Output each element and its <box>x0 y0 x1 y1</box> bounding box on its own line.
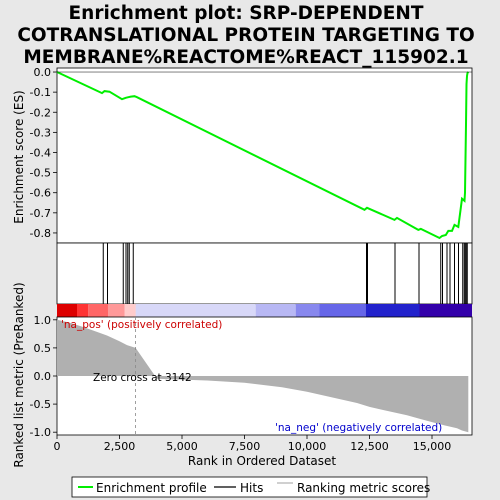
es-tick-label: -0.2 <box>30 106 51 119</box>
chart-title: Enrichment plot: SRP-DEPENDENT COTRANSLA… <box>17 3 474 68</box>
x-tick-label: 15,000 <box>413 440 452 453</box>
es-panel <box>56 67 473 244</box>
metric-tick-label: 0.0 <box>34 370 52 383</box>
es-tick-label: -0.5 <box>30 167 51 180</box>
heat-band-segment <box>57 304 77 317</box>
metric-tick-label: 1.0 <box>34 314 52 327</box>
x-tick-label: 0 <box>54 440 61 453</box>
title-line-2: COTRANSLATIONAL PROTEIN TARGETING TO <box>17 25 474 46</box>
metric-tick-label: 0.5 <box>34 342 52 355</box>
es-tick-label: -0.8 <box>30 227 51 240</box>
es-tick-label: -0.1 <box>30 86 51 99</box>
heat-band-segment <box>319 304 366 317</box>
metric-axis-label: Ranked list metric (PreRanked) <box>12 282 26 467</box>
x-axis-ticks: 0 2,500 5,000 7,500 10,000 12,500 15,000 <box>54 435 452 453</box>
x-tick-label: 10,000 <box>288 440 327 453</box>
heat-band-segment <box>124 304 136 317</box>
neg-annotation: 'na_neg' (negatively correlated) <box>275 422 442 434</box>
title-line-1: Enrichment plot: SRP-DEPENDENT <box>69 3 424 24</box>
x-axis-label: Rank in Ordered Dataset <box>188 454 336 468</box>
heat-band-segment <box>88 304 109 317</box>
legend-label-metric: Ranking metric scores <box>297 481 430 495</box>
es-axis-label: Enrichment score (ES) <box>12 90 26 223</box>
enrichment-profile-line <box>56 71 470 240</box>
x-tick-label: 5,000 <box>166 440 198 453</box>
title-line-3: MEMBRANE%REACTOME%REACT_115902.1 <box>23 47 468 68</box>
ranking-metric-area <box>57 319 469 433</box>
metric-axis-ticks: 1.0 0.5 0.0 -0.5 -1.0 <box>30 314 57 439</box>
legend-label-hits: Hits <box>240 481 263 495</box>
heat-band-segment <box>135 304 256 317</box>
metric-tick-label: -0.5 <box>30 398 51 411</box>
legend-box <box>71 476 428 498</box>
es-tick-label: -0.6 <box>30 187 51 200</box>
es-tick-label: -0.4 <box>30 146 51 159</box>
metric-tick-label: -1.0 <box>30 426 51 439</box>
es-tick-label: 0.0 <box>34 66 52 79</box>
heat-band-segment <box>295 304 320 317</box>
hits-panel <box>56 242 473 305</box>
heat-band-segment <box>108 304 125 317</box>
x-tick-label: 12,500 <box>350 440 389 453</box>
hits-marks <box>102 243 468 304</box>
legend-label-enrichment: Enrichment profile <box>96 481 207 495</box>
legend: Enrichment profile Hits Ranking metric s… <box>71 476 430 498</box>
es-tick-label: -0.3 <box>30 126 51 139</box>
heat-band-segment <box>365 304 420 317</box>
pos-annotation: 'na_pos' (positively correlated) <box>61 319 222 331</box>
heat-band-segment <box>77 304 89 317</box>
es-axis-ticks: 0.0 -0.1 -0.2 -0.3 -0.4 -0.5 -0.6 -0.7 -0.8 <box>30 66 57 240</box>
rank-heat-band <box>57 304 472 317</box>
zero-cross-annotation: Zero cross at 3142 <box>93 372 192 384</box>
x-tick-label: 2,500 <box>104 440 136 453</box>
es-tick-label: -0.7 <box>30 207 51 220</box>
heat-band-segment <box>255 304 296 317</box>
x-tick-label: 7,500 <box>229 440 261 453</box>
heat-band-segment <box>419 304 472 317</box>
